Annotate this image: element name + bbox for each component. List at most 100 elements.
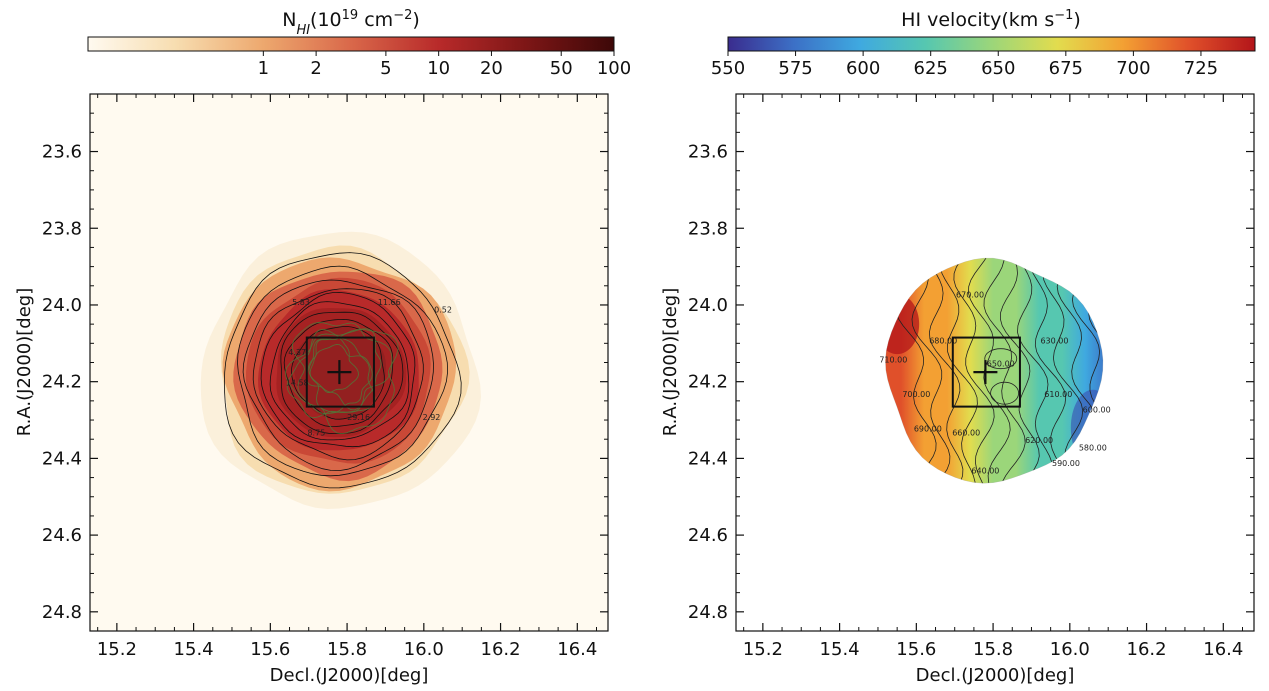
colorbar-left-ticks: 1 2 5 10 20 50 100 [258,51,631,79]
colorbar-tick-label: 675 [1049,58,1083,79]
iso-velocity-contour [968,258,1011,484]
density-contour-label: 5.83 [292,298,310,307]
aperture-box-left [305,336,375,408]
y-tick-label: 23.8 [42,218,82,239]
density-contour-label: 14.58 [286,379,309,388]
velocity-contour-label: 580.00 [1079,444,1107,453]
panel-left-yticks: 23.6 23.8 24.0 24.2 24.4 24.6 24.8 [42,112,608,623]
y-tick-label: 24.8 [42,602,82,623]
x-tick-label: 15.6 [250,639,290,660]
velocity-contour-label: 650.00 [987,359,1015,368]
y-tick-label: 24.4 [688,448,728,469]
inner-density-contour [306,336,359,393]
aperture-box-right [951,336,1021,408]
velocity-contour-label: 630.00 [1040,336,1068,345]
density-contour-label: 29.16 [347,413,370,422]
velocity-contour-label: 600.00 [1083,405,1111,414]
panel-right-ylabel: R.A.(J2000)[deg] [660,288,681,436]
velocity-contour-label: 620.00 [1025,436,1053,445]
colorbar-tick-label: 5 [380,58,391,79]
density-contour-label: 11.66 [378,298,401,307]
iso-velocity-contour [926,258,964,484]
velocity-contour-label: 590.00 [1052,459,1080,468]
x-tick-label: 15.8 [327,639,367,660]
colorbar-right-title: HI velocity(km s−1) [901,8,1081,32]
colorbar-right: HI velocity(km s−1) 550 575 600 625 650 675 70… [711,8,1256,79]
x-tick-label: 15.6 [896,639,936,660]
column-density-contour-labels: 0.52 2.92 5.83 11.66 14.58 29.16 8.75 4.37 [286,298,452,437]
density-contour [280,311,404,434]
inner-density-contour [291,322,393,415]
x-tick-label: 16.4 [1203,639,1243,660]
velocity-contour-label: 700.00 [902,390,930,399]
x-tick-label: 15.4 [174,639,214,660]
closed-velocity-contour [990,381,1019,405]
colorbar-tick-label: 2 [310,58,321,79]
density-contour [242,279,434,472]
x-tick-label: 16.2 [1127,639,1167,660]
panel-left-xticks: 15.2 15.4 15.6 15.8 16.0 16.2 16.4 [97,94,597,660]
center-cross-left [327,360,352,385]
velocity-field-edge [885,257,1104,484]
velocity-contour-label: 640.00 [971,467,999,476]
density-contour [223,252,462,489]
column-density-contours [223,252,462,489]
y-tick-label: 24.0 [42,295,82,316]
y-tick-label: 23.6 [688,142,728,163]
colorbar-tick-label: 700 [1116,58,1150,79]
inner-density-contour [284,328,399,435]
iso-velocity-contour [953,258,995,484]
colorbar-tick-label: 650 [981,58,1015,79]
inner-density-contour [308,328,382,411]
colorbar-tick-label: 725 [1184,58,1218,79]
density-contour [260,291,416,448]
y-tick-label: 24.6 [42,525,82,546]
y-tick-label: 24.6 [688,525,728,546]
colorbar-tick-label: 575 [778,58,812,79]
panel-right-yticks: 23.6 23.8 24.0 24.2 24.4 24.6 24.8 [688,112,1254,623]
velocity-contour-labels: 710.00 700.00 690.00 680.00 670.00 660.00 650.… [879,290,1110,475]
panel-left: 0.52 2.92 5.83 11.66 14.58 29.16 8.75 4.37 15.2… [14,93,609,686]
x-tick-label: 16.4 [557,639,597,660]
panel-left-xlabel: Decl.(J2000)[deg] [270,665,429,686]
y-tick-label: 24.2 [42,372,82,393]
iso-velocity-contour [999,258,1040,484]
colorbar-right-ticks: 550 575 600 625 650 675 700 725 [711,51,1218,79]
colorbar-tick-label: 625 [914,58,948,79]
center-cross-right [973,360,998,385]
density-contour [269,301,410,441]
x-tick-label: 15.2 [97,639,137,660]
y-tick-label: 24.2 [688,372,728,393]
iso-velocity-contour [983,258,1026,484]
x-tick-label: 15.2 [743,639,783,660]
colorbar-tick-label: 50 [550,58,573,79]
colorbar-left: NHI(1019 cm−2) 1 2 5 10 20 50 100 [87,8,631,79]
colorbar-tick-label: 100 [597,58,631,79]
velocity-contour-label: 660.00 [952,428,980,437]
closed-velocity-contour [984,348,1018,370]
y-tick-label: 23.8 [688,218,728,239]
panel-left-ylabel: R.A.(J2000)[deg] [14,288,35,436]
velocity-contour-label: 710.00 [879,356,907,365]
y-tick-label: 24.0 [688,295,728,316]
colorbar-left-title: NHI(1019 cm−2) [282,8,420,38]
x-tick-label: 15.4 [820,639,860,660]
colorbar-tick-label: 600 [846,58,880,79]
density-contour [237,265,449,477]
velocity-contour-label: 610.00 [1044,390,1072,399]
density-contour-label: 4.37 [288,348,306,357]
density-contour-label: 2.92 [423,413,441,422]
colorbar-tick-label: 1 [258,58,269,79]
iso-velocity-contour [911,258,951,484]
x-tick-label: 16.0 [404,639,444,660]
inner-density-contour [286,328,376,419]
panel-right: 710.00 700.00 690.00 680.00 670.00 660.00 650.… [660,93,1255,686]
y-tick-label: 24.8 [688,602,728,623]
y-tick-label: 23.6 [42,142,82,163]
x-tick-label: 16.0 [1050,639,1090,660]
density-contour [291,326,385,420]
velocity-contour-label: 670.00 [956,290,984,299]
colorbar-right-bar [727,36,1256,52]
colorbar-left-bar [87,36,615,52]
velocity-contour-label: 690.00 [914,425,942,434]
